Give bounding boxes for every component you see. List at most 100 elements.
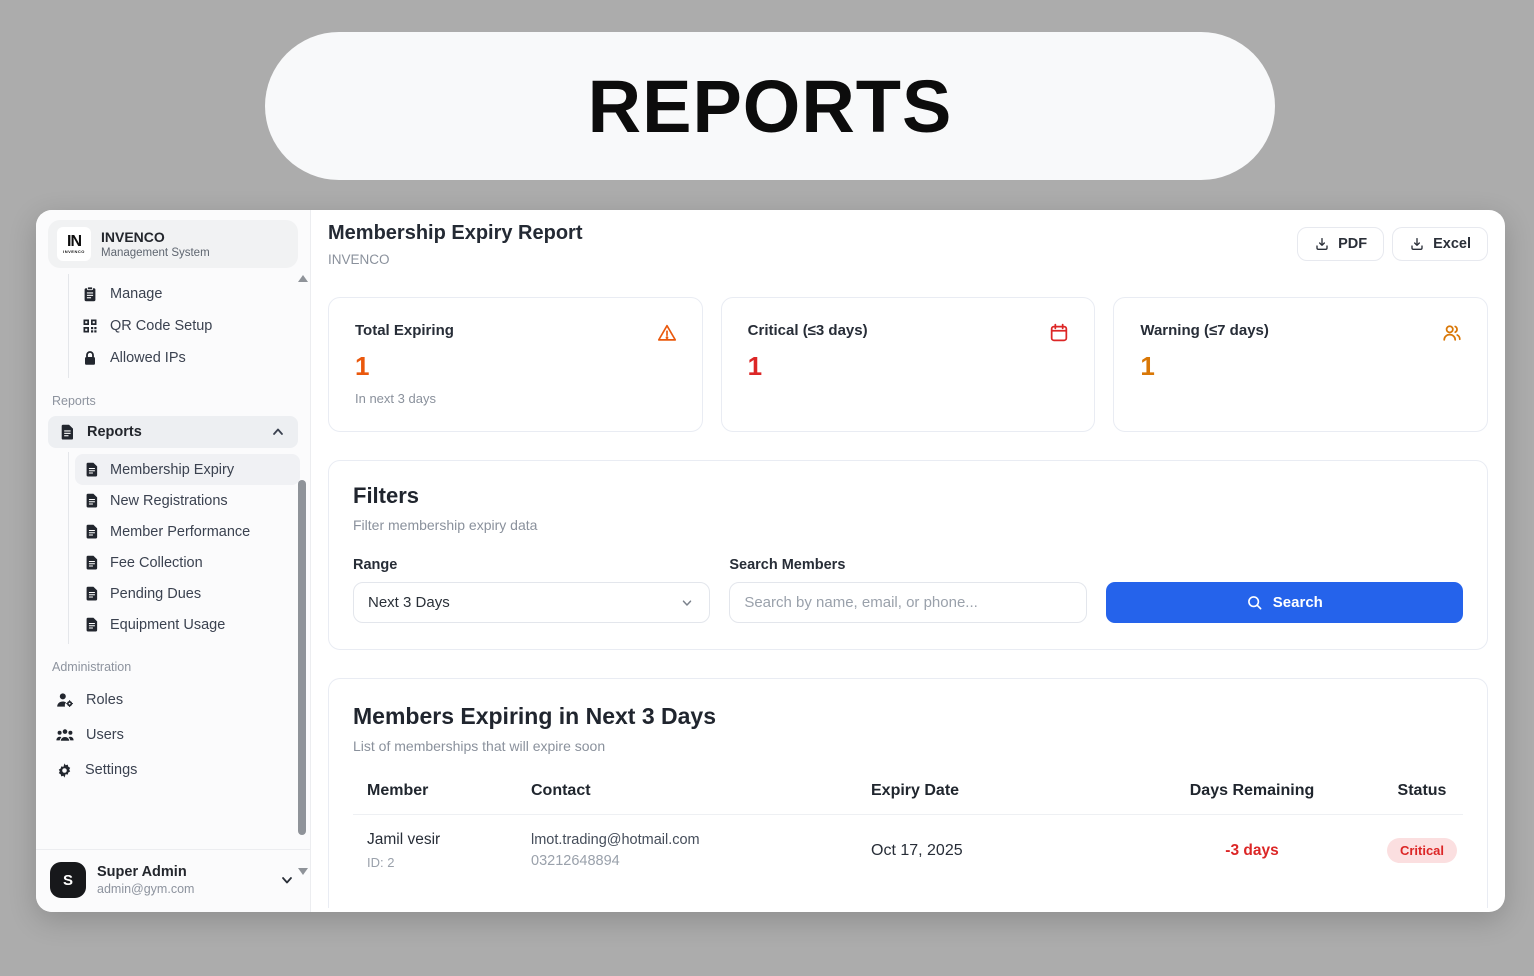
download-icon [1409, 236, 1425, 252]
chevron-up-icon [270, 424, 286, 440]
file-icon [85, 462, 99, 477]
file-icon [85, 617, 99, 632]
gear-icon [56, 762, 73, 779]
sidebar-item-label: Reports [87, 424, 142, 440]
sidebar-item-membership-expiry[interactable]: Membership Expiry [75, 454, 300, 485]
sidebar-item-label: Manage [110, 286, 163, 302]
qr-code-icon [82, 318, 98, 334]
section-label-reports: Reports [52, 394, 96, 408]
scroll-down-arrow-icon[interactable] [298, 868, 308, 875]
reports-banner: REPORTS [265, 32, 1275, 180]
calendar-icon [1048, 322, 1070, 344]
range-select[interactable]: Next 3 Days [353, 582, 711, 623]
file-icon [85, 493, 99, 508]
search-button-label: Search [1272, 594, 1323, 611]
stat-sub: In next 3 days [355, 391, 436, 406]
sidebar-item-label: Users [86, 726, 124, 743]
members-table: Member Contact Expiry Date Days Remainin… [353, 776, 1463, 888]
chevron-down-icon [278, 871, 296, 889]
file-icon [85, 555, 99, 570]
logo-text: IN [67, 233, 82, 250]
stat-card-warning: Warning (≤7 days) 1 [1113, 297, 1489, 432]
members-expiring-card: Members Expiring in Next 3 Days List of … [328, 678, 1488, 908]
filters-title: Filters [353, 483, 420, 508]
stat-label: Total Expiring [355, 322, 454, 339]
sidebar-item-roles[interactable]: Roles [48, 682, 298, 717]
sidebar-item-users[interactable]: Users [48, 717, 298, 752]
brand-header[interactable]: IN INVENCO INVENCO Management System [48, 220, 298, 268]
app-window: IN INVENCO INVENCO Management System Man… [36, 210, 1505, 912]
page-header: Membership Expiry Report INVENCO PDF Exc… [328, 222, 1488, 267]
page-title: Membership Expiry Report [328, 222, 583, 244]
search-members-input[interactable] [729, 582, 1087, 623]
brand-subtitle: Management System [101, 247, 210, 259]
column-header-expiry-date: Expiry Date [871, 782, 960, 799]
member-phone: 03212648894 [531, 853, 620, 869]
sidebar-item-label: New Registrations [110, 492, 228, 509]
sidebar-scrollbar[interactable] [297, 272, 308, 878]
excel-button-label: Excel [1433, 236, 1471, 252]
search-button[interactable]: Search [1105, 582, 1463, 623]
member-days-remaining: -3 days [1225, 841, 1279, 859]
sidebar-item-label: Pending Dues [110, 585, 202, 602]
main-content: Membership Expiry Report INVENCO PDF Exc… [311, 210, 1505, 912]
stat-value: 1 [747, 351, 763, 381]
lock-icon [82, 350, 98, 366]
user-name: Super Admin [97, 864, 187, 880]
sidebar-item-qr-code-setup[interactable]: QR Code Setup [69, 310, 310, 342]
stat-label: Warning (≤7 days) [1140, 322, 1269, 339]
sidebar-item-allowed-ips[interactable]: Allowed IPs [69, 342, 310, 374]
stats-row: Total Expiring 1 In next 3 days Critical… [328, 297, 1489, 432]
sidebar-item-label: Fee Collection [110, 554, 203, 571]
table-row[interactable]: Jamil vesir ID: 2 lmot.trading@hotmail.c… [353, 815, 1463, 888]
excel-export-button[interactable]: Excel [1392, 227, 1488, 261]
stat-label: Critical (≤3 days) [747, 322, 868, 339]
column-header-status: Status [1397, 782, 1447, 799]
invenco-logo: IN INVENCO [57, 227, 91, 261]
member-id: ID: 2 [367, 855, 395, 870]
file-icon [60, 424, 75, 440]
pdf-button-label: PDF [1338, 236, 1368, 252]
sidebar-item-new-registrations[interactable]: New Registrations [75, 485, 300, 516]
clipboard-icon [82, 286, 98, 302]
sidebar-item-member-performance[interactable]: Member Performance [75, 516, 300, 547]
person-gear-icon [56, 692, 74, 708]
sidebar-item-fee-collection[interactable]: Fee Collection [75, 547, 300, 578]
download-icon [1314, 236, 1330, 252]
member-expiry-date: Oct 17, 2025 [871, 841, 963, 859]
scroll-up-arrow-icon[interactable] [298, 275, 308, 282]
chevron-down-icon [679, 595, 695, 611]
sidebar-item-settings[interactable]: Settings [48, 752, 298, 788]
sidebar-item-label: Settings [85, 762, 138, 778]
file-icon [85, 524, 99, 539]
scrollbar-thumb[interactable] [298, 480, 306, 835]
sidebar-item-manage[interactable]: Manage [69, 278, 310, 310]
banner-title: REPORTS [587, 64, 953, 148]
pdf-export-button[interactable]: PDF [1297, 227, 1385, 261]
range-selected-value: Next 3 Days [368, 594, 450, 611]
column-header-contact: Contact [531, 782, 591, 799]
search-icon [1246, 594, 1263, 611]
stat-card-critical: Critical (≤3 days) 1 [720, 297, 1096, 432]
user-menu[interactable]: S Super Admin admin@gym.com [36, 849, 310, 912]
sidebar-item-label: Equipment Usage [110, 616, 226, 633]
users-pair-icon [1441, 322, 1463, 344]
members-title: Members Expiring in Next 3 Days [353, 703, 717, 729]
user-email: admin@gym.com [97, 882, 195, 896]
sidebar-item-label: Membership Expiry [110, 461, 235, 478]
sidebar-item-reports[interactable]: Reports [48, 416, 298, 448]
sidebar-item-equipment-usage[interactable]: Equipment Usage [75, 609, 300, 640]
table-header-row: Member Contact Expiry Date Days Remainin… [353, 776, 1463, 815]
brand-name: INVENCO [101, 229, 165, 245]
status-badge: Critical [1386, 838, 1458, 863]
column-header-days-remaining: Days Remaining [1189, 782, 1315, 799]
sidebar-item-pending-dues[interactable]: Pending Dues [75, 578, 300, 609]
sidebar-item-label: QR Code Setup [110, 318, 213, 334]
filters-subtitle: Filter membership expiry data [353, 517, 538, 533]
search-members-label: Search Members [729, 557, 846, 573]
member-email: lmot.trading@hotmail.com [531, 832, 700, 848]
sidebar-item-label: Allowed IPs [110, 350, 186, 366]
section-label-administration: Administration [52, 660, 132, 674]
stat-value: 1 [355, 351, 370, 381]
stat-value: 1 [1140, 351, 1155, 381]
